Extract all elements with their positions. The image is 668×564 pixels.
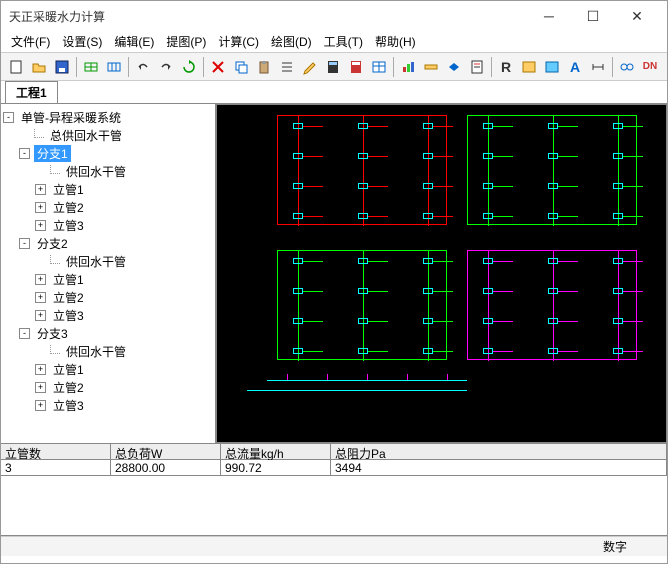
tree-node[interactable]: 供回水干管 bbox=[3, 252, 213, 270]
tree-node[interactable]: +立管2 bbox=[3, 378, 213, 396]
save-icon[interactable] bbox=[51, 56, 73, 78]
col-total-flow: 总流量kg/h bbox=[221, 444, 331, 460]
tree-node[interactable]: +立管3 bbox=[3, 306, 213, 324]
tree-view[interactable]: -单管-异程采暖系统总供回水干管-分支1供回水干管+立管1+立管2+立管3-分支… bbox=[1, 104, 216, 443]
cell-riser-count[interactable]: 3 bbox=[1, 460, 111, 476]
calc1-icon[interactable] bbox=[322, 56, 344, 78]
tree-node[interactable]: +立管3 bbox=[3, 396, 213, 414]
tree-node[interactable]: +立管1 bbox=[3, 270, 213, 288]
panel2-icon[interactable] bbox=[541, 56, 563, 78]
grid1-icon[interactable] bbox=[80, 56, 102, 78]
tree-node[interactable]: +立管1 bbox=[3, 180, 213, 198]
tree-node[interactable]: +立管1 bbox=[3, 360, 213, 378]
menu-help[interactable]: 帮助(H) bbox=[369, 31, 422, 52]
tree-node[interactable]: -单管-异程采暖系统 bbox=[3, 108, 213, 126]
menu-edit[interactable]: 编辑(E) bbox=[108, 31, 160, 52]
menu-bar: 文件(F) 设置(S) 编辑(E) 提图(P) 计算(C) 绘图(D) 工具(T… bbox=[1, 31, 667, 53]
dim-icon[interactable] bbox=[587, 56, 609, 78]
tree-node[interactable]: 总供回水干管 bbox=[3, 126, 213, 144]
col-riser-count: 立管数 bbox=[1, 444, 111, 460]
tree-node[interactable]: 供回水干管 bbox=[3, 342, 213, 360]
report-icon[interactable] bbox=[466, 56, 488, 78]
calc2-icon[interactable] bbox=[345, 56, 367, 78]
close-button[interactable]: ✕ bbox=[615, 2, 659, 30]
link-icon[interactable] bbox=[616, 56, 638, 78]
chart-icon[interactable] bbox=[397, 56, 419, 78]
delete-icon[interactable] bbox=[207, 56, 229, 78]
tree-node[interactable]: 供回水干管 bbox=[3, 162, 213, 180]
tab-bar: 工程1 bbox=[1, 81, 667, 103]
cell-total-resist[interactable]: 3494 bbox=[331, 460, 667, 476]
menu-pick[interactable]: 提图(P) bbox=[160, 31, 212, 52]
valve-icon[interactable] bbox=[443, 56, 465, 78]
refresh-icon[interactable] bbox=[178, 56, 200, 78]
text-icon[interactable]: A bbox=[564, 56, 586, 78]
results-panel: 立管数 总负荷W 总流量kg/h 总阻力Pa 3 28800.00 990.72… bbox=[1, 443, 667, 536]
col-total-resist: 总阻力Pa bbox=[331, 444, 667, 460]
r-icon[interactable]: R bbox=[495, 56, 517, 78]
menu-tools[interactable]: 工具(T) bbox=[318, 31, 369, 52]
tree-node[interactable]: -分支2 bbox=[3, 234, 213, 252]
toolbar: R A DN bbox=[1, 53, 667, 81]
undo-icon[interactable] bbox=[132, 56, 154, 78]
cell-total-load[interactable]: 28800.00 bbox=[111, 460, 221, 476]
ruler-icon[interactable] bbox=[420, 56, 442, 78]
cell-total-flow[interactable]: 990.72 bbox=[221, 460, 331, 476]
dn-icon[interactable]: DN bbox=[639, 56, 661, 78]
menu-draw[interactable]: 绘图(D) bbox=[265, 31, 318, 52]
paste-icon[interactable] bbox=[253, 56, 275, 78]
redo-icon[interactable] bbox=[155, 56, 177, 78]
list-icon[interactable] bbox=[276, 56, 298, 78]
drawing-canvas[interactable] bbox=[216, 104, 667, 443]
edit-icon[interactable] bbox=[299, 56, 321, 78]
menu-settings[interactable]: 设置(S) bbox=[56, 31, 108, 52]
col-total-load: 总负荷W bbox=[111, 444, 221, 460]
minimize-button[interactable]: ─ bbox=[527, 2, 571, 30]
menu-calc[interactable]: 计算(C) bbox=[212, 31, 265, 52]
new-icon[interactable] bbox=[5, 56, 27, 78]
tree-node[interactable]: -分支1 bbox=[3, 144, 213, 162]
status-text: 数字 bbox=[603, 538, 627, 555]
tree-node[interactable]: +立管2 bbox=[3, 198, 213, 216]
panel1-icon[interactable] bbox=[518, 56, 540, 78]
grid2-icon[interactable] bbox=[103, 56, 125, 78]
tree-node[interactable]: +立管3 bbox=[3, 216, 213, 234]
status-bar: 数字 bbox=[1, 536, 667, 556]
table-icon[interactable] bbox=[368, 56, 390, 78]
maximize-button[interactable]: ☐ bbox=[571, 2, 615, 30]
open-icon[interactable] bbox=[28, 56, 50, 78]
title-bar: 天正采暖水力计算 ─ ☐ ✕ bbox=[1, 1, 667, 31]
tree-node[interactable]: +立管2 bbox=[3, 288, 213, 306]
copy-icon[interactable] bbox=[230, 56, 252, 78]
tree-node[interactable]: -分支3 bbox=[3, 324, 213, 342]
menu-file[interactable]: 文件(F) bbox=[5, 31, 56, 52]
tab-project[interactable]: 工程1 bbox=[5, 81, 58, 103]
results-table: 立管数 总负荷W 总流量kg/h 总阻力Pa 3 28800.00 990.72… bbox=[1, 444, 667, 476]
window-title: 天正采暖水力计算 bbox=[9, 8, 527, 25]
